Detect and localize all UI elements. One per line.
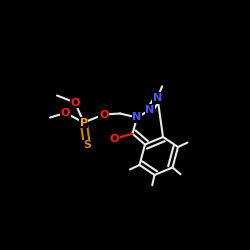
Text: N: N xyxy=(153,93,162,103)
Text: O: O xyxy=(61,108,70,118)
Text: N: N xyxy=(146,105,154,115)
Text: O: O xyxy=(99,110,108,120)
Text: O: O xyxy=(70,98,80,108)
Text: S: S xyxy=(83,140,91,150)
Text: P: P xyxy=(80,118,88,128)
Text: O: O xyxy=(110,134,119,144)
Text: N: N xyxy=(132,112,141,122)
